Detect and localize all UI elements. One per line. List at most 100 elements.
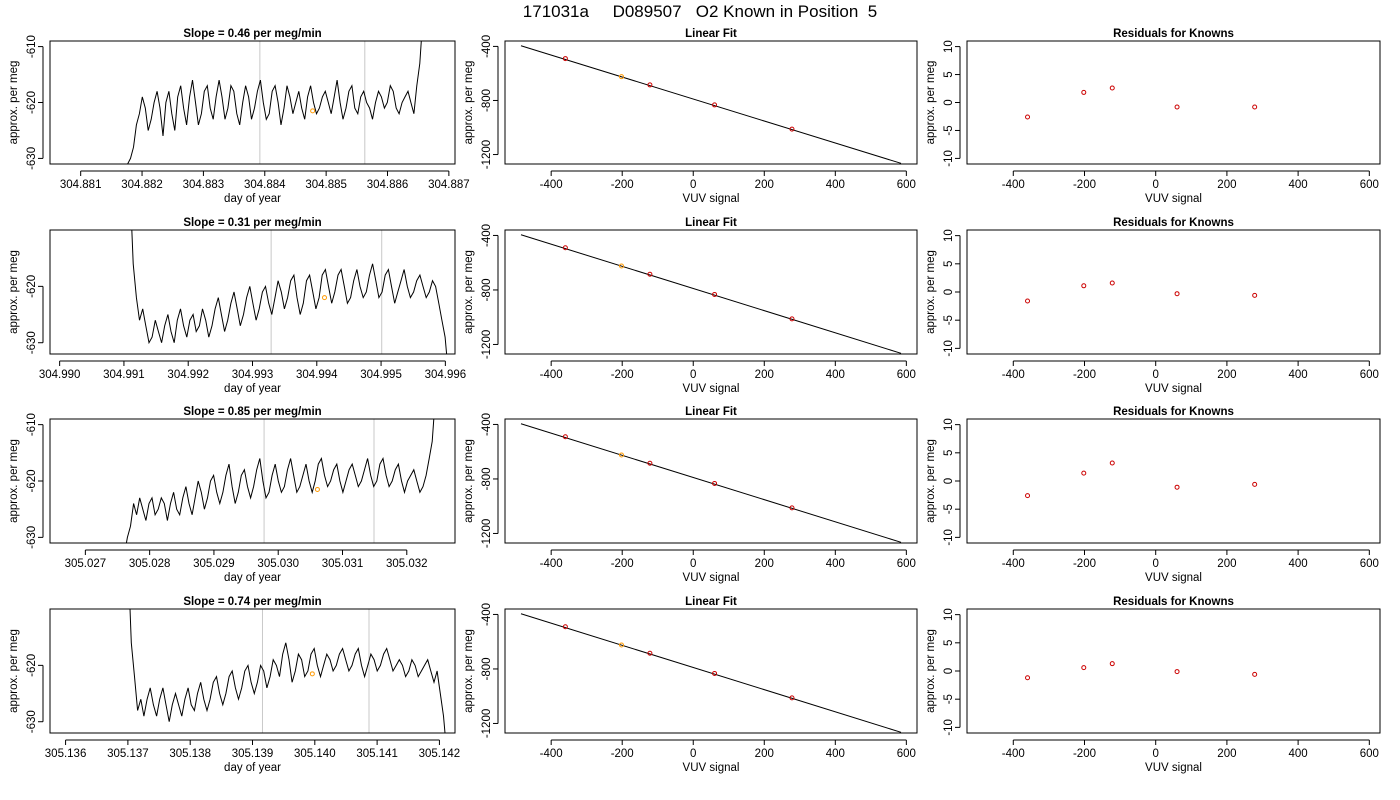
x-tick-label: 304.993 xyxy=(232,369,274,381)
known-point xyxy=(1109,460,1115,466)
y-tick-label: -10 xyxy=(943,150,955,167)
x-tick-label: 400 xyxy=(826,748,845,760)
panel-title: Residuals for Knowns xyxy=(1113,406,1234,418)
x-tick-label: 305.141 xyxy=(356,748,398,760)
y-axis-label: approx. per meg xyxy=(8,61,20,145)
known-point xyxy=(1174,484,1180,490)
x-tick-label: 304.994 xyxy=(296,369,338,381)
plot-frame xyxy=(504,418,918,544)
known-point xyxy=(647,650,653,656)
x-tick-label: 600 xyxy=(1360,369,1379,381)
y-axis-label: approx. per meg xyxy=(925,61,937,145)
x-tick-label: 305.029 xyxy=(193,558,235,570)
x-tick-label: 600 xyxy=(1360,179,1379,191)
x-tick-label: 600 xyxy=(897,748,916,760)
x-tick-label: 304.881 xyxy=(60,179,102,191)
fit-line xyxy=(520,613,902,733)
x-axis-label: VUV signal xyxy=(1145,383,1202,395)
x-tick-label: 304.990 xyxy=(39,369,81,381)
panel-title: Slope = 0.85 per meg/min xyxy=(183,406,321,418)
y-tick-label: -10 xyxy=(943,340,955,357)
x-tick-label: -400 xyxy=(540,558,563,570)
known-point xyxy=(1081,283,1087,289)
x-tick-label: 0 xyxy=(1152,369,1158,381)
plot-frame xyxy=(49,40,456,165)
y-tick-label: 5 xyxy=(943,261,955,267)
y-tick-label: -5 xyxy=(943,125,955,135)
plot-frame xyxy=(49,418,456,544)
y-tick-label: -610 xyxy=(26,35,38,58)
y-tick-label: -620 xyxy=(26,275,38,298)
highlight-point xyxy=(618,74,624,80)
x-tick-label: 304.991 xyxy=(103,369,145,381)
known-point xyxy=(1081,665,1087,671)
x-tick-label: 400 xyxy=(1289,558,1308,570)
y-tick-label: 10 xyxy=(943,40,955,53)
x-tick-label: -400 xyxy=(540,369,563,381)
x-tick-label: 304.884 xyxy=(244,179,286,191)
known-point xyxy=(647,460,653,466)
plot-frame xyxy=(504,229,918,355)
y-axis-label: approx. per meg xyxy=(8,439,20,523)
x-axis-label: day of year xyxy=(224,383,281,395)
y-axis-label: approx. per meg xyxy=(925,250,937,334)
fit-line xyxy=(520,45,902,164)
panel-title: Linear Fit xyxy=(685,28,737,40)
x-tick-label: 600 xyxy=(897,369,916,381)
panel-r3-c0: Slope = 0.74 per meg/min 305.136 305.137 30… xyxy=(8,596,460,774)
known-point xyxy=(1109,661,1115,667)
known-point xyxy=(1252,481,1258,487)
x-tick-label: 200 xyxy=(755,179,774,191)
x-tick-label: 200 xyxy=(1217,179,1236,191)
x-tick-label: 305.138 xyxy=(169,748,211,760)
known-point xyxy=(1081,470,1087,476)
panel-r1-c1: Linear Fit -400 -200 0 200 400 600 -1200 -800 -40… xyxy=(463,217,918,395)
highlight-point xyxy=(618,642,624,648)
panel-r2-c0: Slope = 0.85 per meg/min 305.027 305.028 30… xyxy=(8,406,456,584)
known-point xyxy=(1174,669,1180,675)
y-tick-label: 0 xyxy=(943,478,955,484)
plot-frame xyxy=(966,608,1381,734)
x-tick-label: 600 xyxy=(897,558,916,570)
known-point xyxy=(1109,85,1115,91)
x-tick-label: 0 xyxy=(690,558,696,570)
panel-title: Slope = 0.46 per meg/min xyxy=(183,28,321,40)
y-tick-label: -400 xyxy=(481,35,493,58)
x-tick-label: -400 xyxy=(1002,748,1025,760)
x-tick-label: 0 xyxy=(690,179,696,191)
x-tick-label: 304.996 xyxy=(425,369,467,381)
x-tick-label: -400 xyxy=(540,179,563,191)
known-point xyxy=(647,82,653,88)
y-tick-label: -620 xyxy=(26,91,38,114)
y-tick-label: 10 xyxy=(943,229,955,242)
y-tick-label: -630 xyxy=(26,710,38,733)
y-axis-label: approx. per meg xyxy=(8,250,20,334)
panel-title: Slope = 0.31 per meg/min xyxy=(183,217,321,229)
known-point xyxy=(562,624,568,630)
y-axis-label: approx. per meg xyxy=(8,629,20,713)
fit-line xyxy=(520,423,902,543)
x-tick-label: 200 xyxy=(755,558,774,570)
highlight-point xyxy=(322,295,327,301)
figure-title: 171031a D089507 O2 Known in Position 5 xyxy=(522,2,878,21)
known-point xyxy=(562,56,568,62)
known-point xyxy=(1025,114,1031,120)
data-trace xyxy=(129,609,446,733)
known-point xyxy=(789,316,795,322)
y-tick-label: -800 xyxy=(481,467,493,490)
y-tick-label: 10 xyxy=(943,608,955,621)
panel-title: Residuals for Knowns xyxy=(1113,28,1234,40)
y-tick-label: -5 xyxy=(943,315,955,325)
x-axis-label: day of year xyxy=(224,193,281,205)
x-tick-label: 200 xyxy=(755,748,774,760)
known-point xyxy=(1252,671,1258,677)
x-tick-label: -200 xyxy=(1073,748,1096,760)
plot-frame xyxy=(966,418,1381,544)
x-tick-label: -200 xyxy=(1073,179,1096,191)
y-tick-label: -5 xyxy=(943,504,955,514)
y-tick-label: -5 xyxy=(943,694,955,704)
x-tick-label: -200 xyxy=(1073,558,1096,570)
x-tick-label: 305.140 xyxy=(294,748,336,760)
x-tick-label: -400 xyxy=(1002,369,1025,381)
x-axis-label: VUV signal xyxy=(683,193,740,205)
